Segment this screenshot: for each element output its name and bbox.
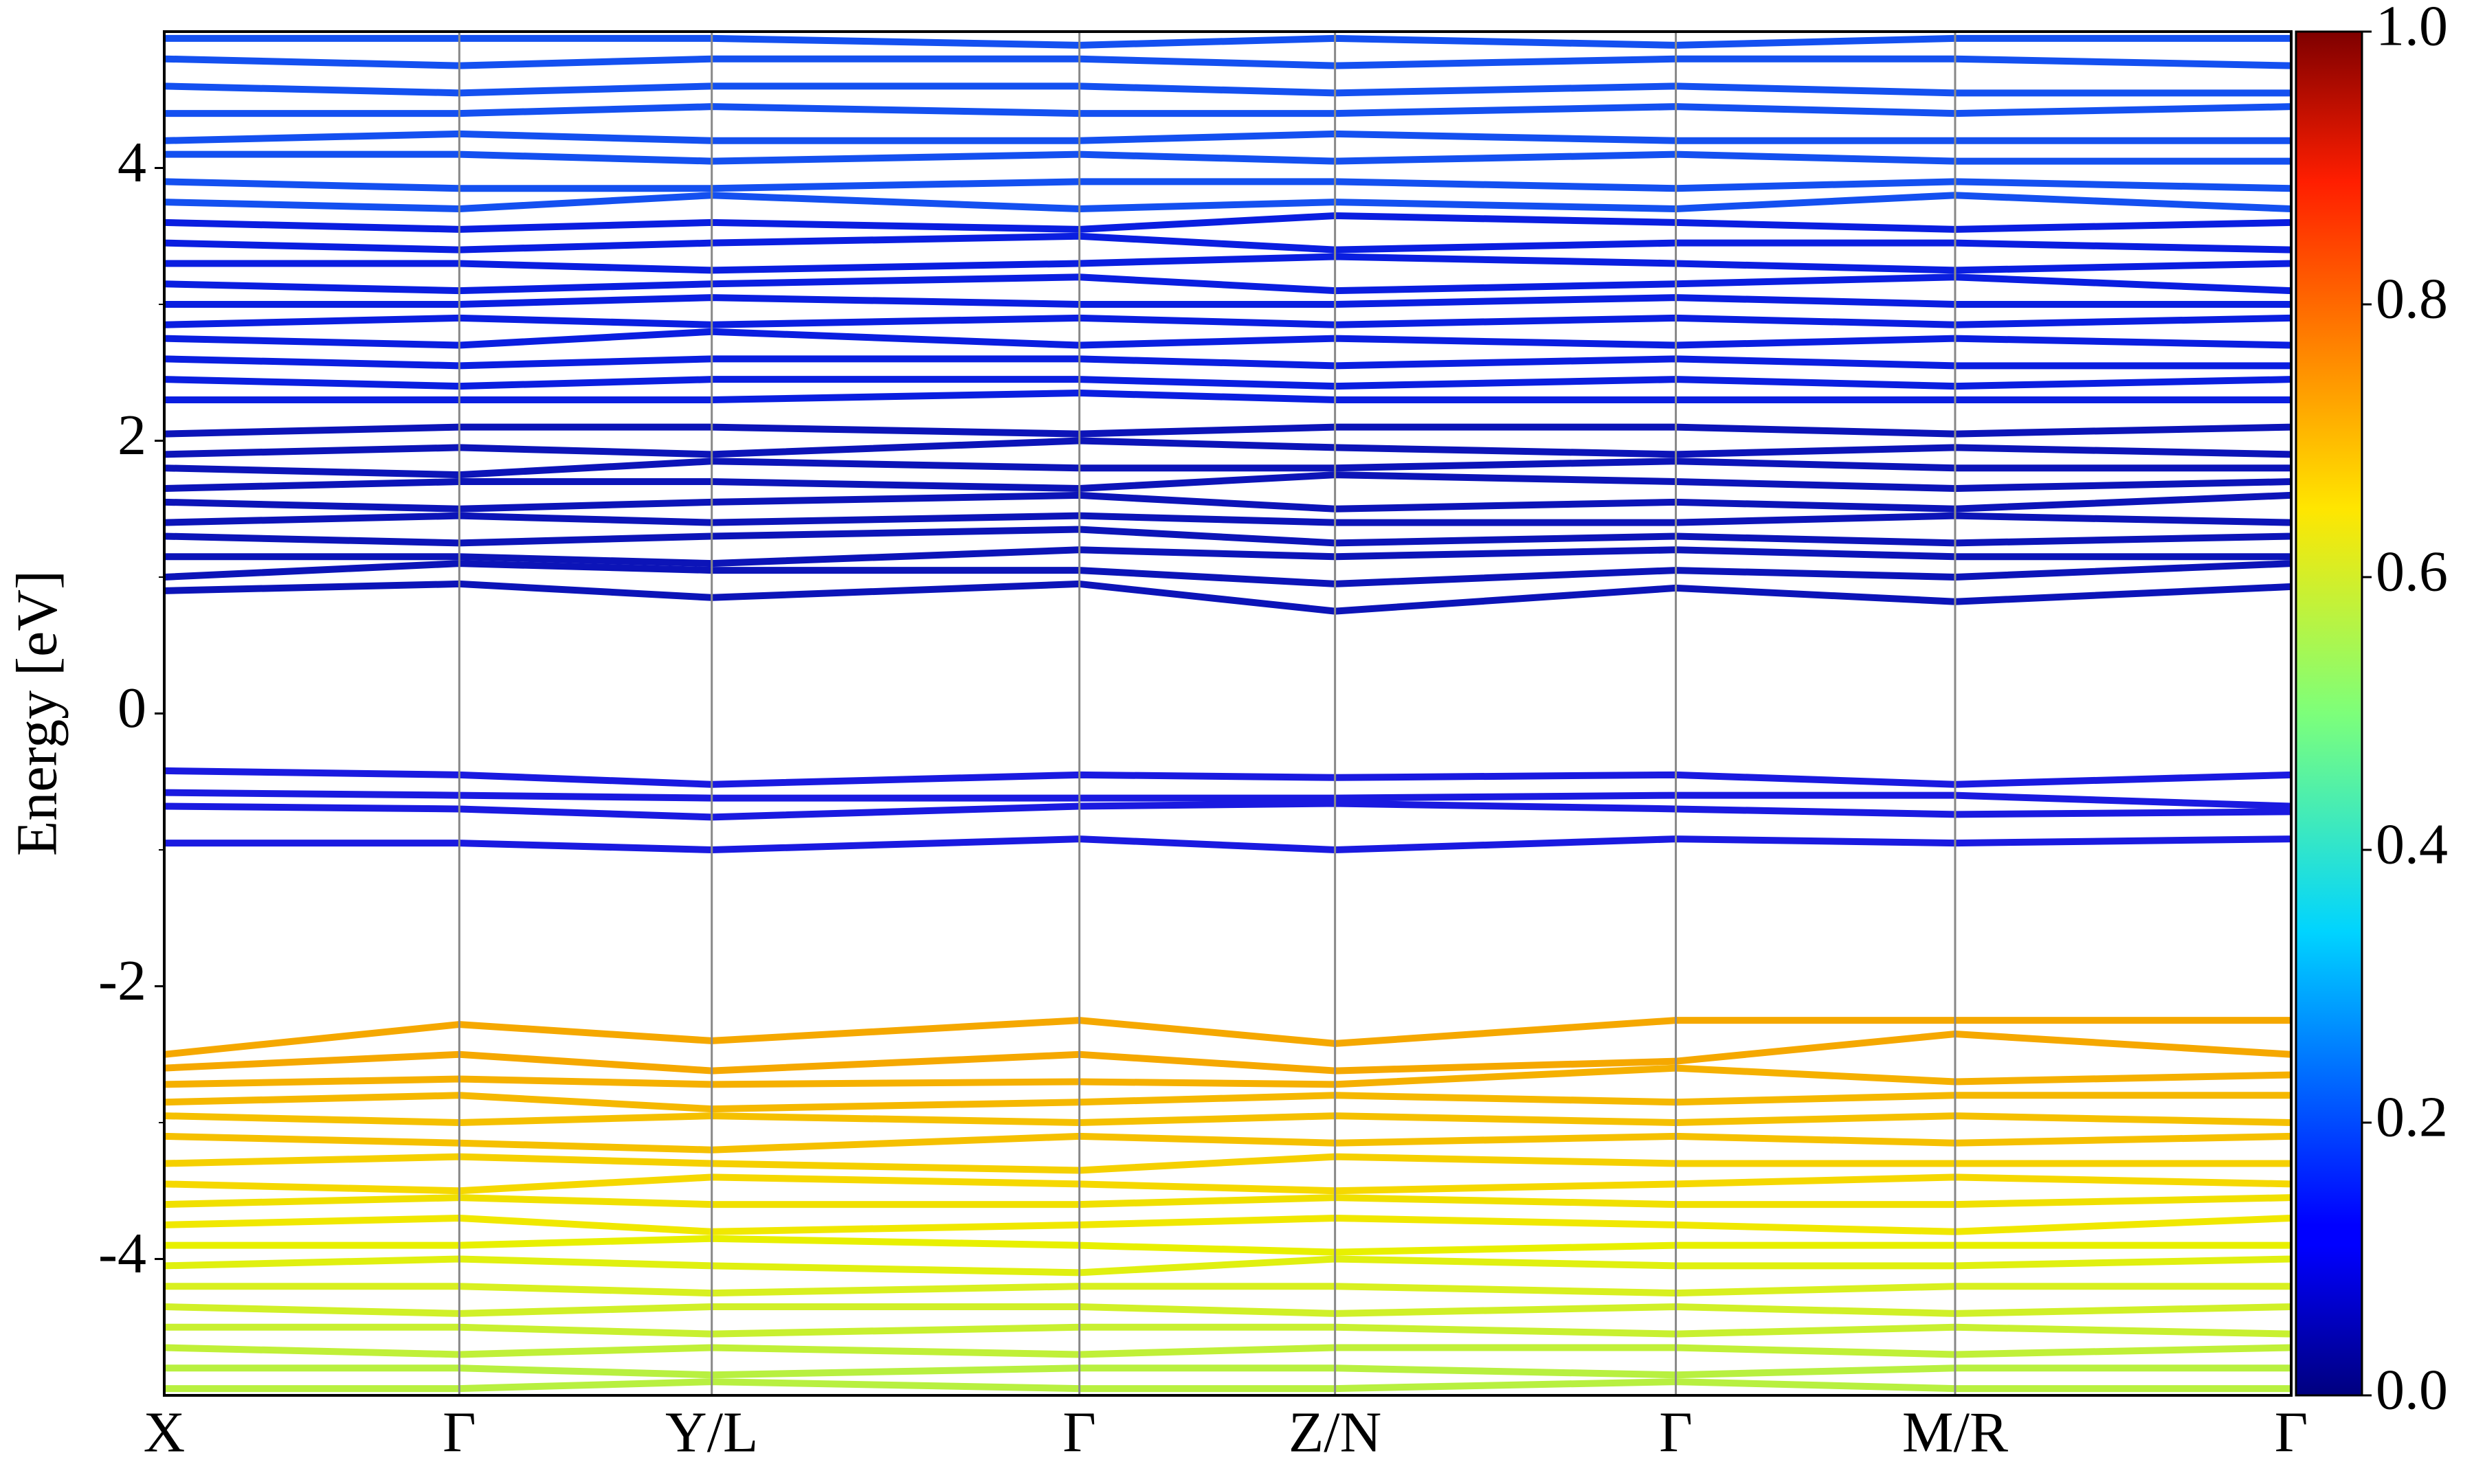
band (164, 1132, 2291, 1154)
y-tick-label: -4 (98, 1222, 146, 1285)
x-tick-label: Γ (1659, 1400, 1693, 1464)
x-tick-label: Z/N (1289, 1400, 1381, 1464)
band (164, 192, 2291, 213)
band (164, 1173, 2291, 1195)
band (164, 580, 2291, 615)
band (164, 1378, 2291, 1393)
colorbar-tick-label: 0.8 (2376, 267, 2448, 330)
y-tick-label: 0 (118, 676, 146, 740)
band (164, 767, 2291, 788)
band (164, 423, 2291, 438)
band (164, 491, 2291, 513)
band (164, 212, 2291, 233)
band (164, 835, 2291, 853)
x-tick-label: Y/L (665, 1400, 758, 1464)
band (164, 1214, 2291, 1235)
x-tick-label: M/R (1902, 1400, 2008, 1464)
band (164, 1235, 2291, 1256)
colorbar-tick-label: 0.0 (2376, 1358, 2448, 1421)
band (164, 1153, 2291, 1174)
band (164, 512, 2291, 526)
band (164, 560, 2291, 587)
x-tick-label: X (144, 1400, 186, 1464)
y-axis-label: Energy [eV] (5, 570, 69, 856)
band (164, 1092, 2291, 1113)
band (164, 1344, 2291, 1358)
band (164, 294, 2291, 308)
band (164, 55, 2291, 69)
colorbar-tick-label: 0.4 (2376, 812, 2448, 876)
band (164, 103, 2291, 117)
band (164, 1064, 2291, 1088)
band (164, 458, 2291, 479)
band (164, 789, 2291, 810)
band (164, 376, 2291, 390)
band (164, 800, 2291, 821)
band (164, 232, 2291, 254)
bands (164, 34, 2291, 1393)
x-tick-label: Γ (2275, 1400, 2308, 1464)
x-tick-label: Γ (1062, 1400, 1096, 1464)
plot-frame (163, 30, 2293, 1397)
band (164, 390, 2291, 403)
band (164, 150, 2291, 165)
colorbar-tick-label: 1.0 (2376, 0, 2448, 58)
band (164, 526, 2291, 547)
band (164, 1017, 2291, 1058)
band (164, 355, 2291, 370)
band (164, 328, 2291, 349)
band (164, 1255, 2291, 1277)
band (164, 34, 2291, 49)
band (164, 1323, 2291, 1338)
x-tick-label: Γ (443, 1400, 476, 1464)
band (164, 1112, 2291, 1126)
band (164, 178, 2291, 192)
colorbar-tick-label: 0.6 (2376, 539, 2448, 603)
band (164, 437, 2291, 458)
band (164, 1303, 2291, 1317)
band (164, 471, 2291, 492)
band (164, 253, 2291, 274)
y-tick-label: 4 (118, 131, 146, 194)
band (164, 546, 2291, 567)
band (164, 1030, 2291, 1075)
band (164, 130, 2291, 144)
band (164, 273, 2291, 295)
y-tick-label: 2 (118, 403, 146, 467)
band (164, 1283, 2291, 1297)
y-tick-label: -2 (98, 949, 146, 1013)
band (164, 1194, 2291, 1208)
colorbar (2295, 30, 2363, 1397)
band (164, 1364, 2291, 1379)
band (164, 82, 2291, 97)
band (164, 314, 2291, 328)
colorbar-tick-label: 0.2 (2376, 1085, 2448, 1149)
